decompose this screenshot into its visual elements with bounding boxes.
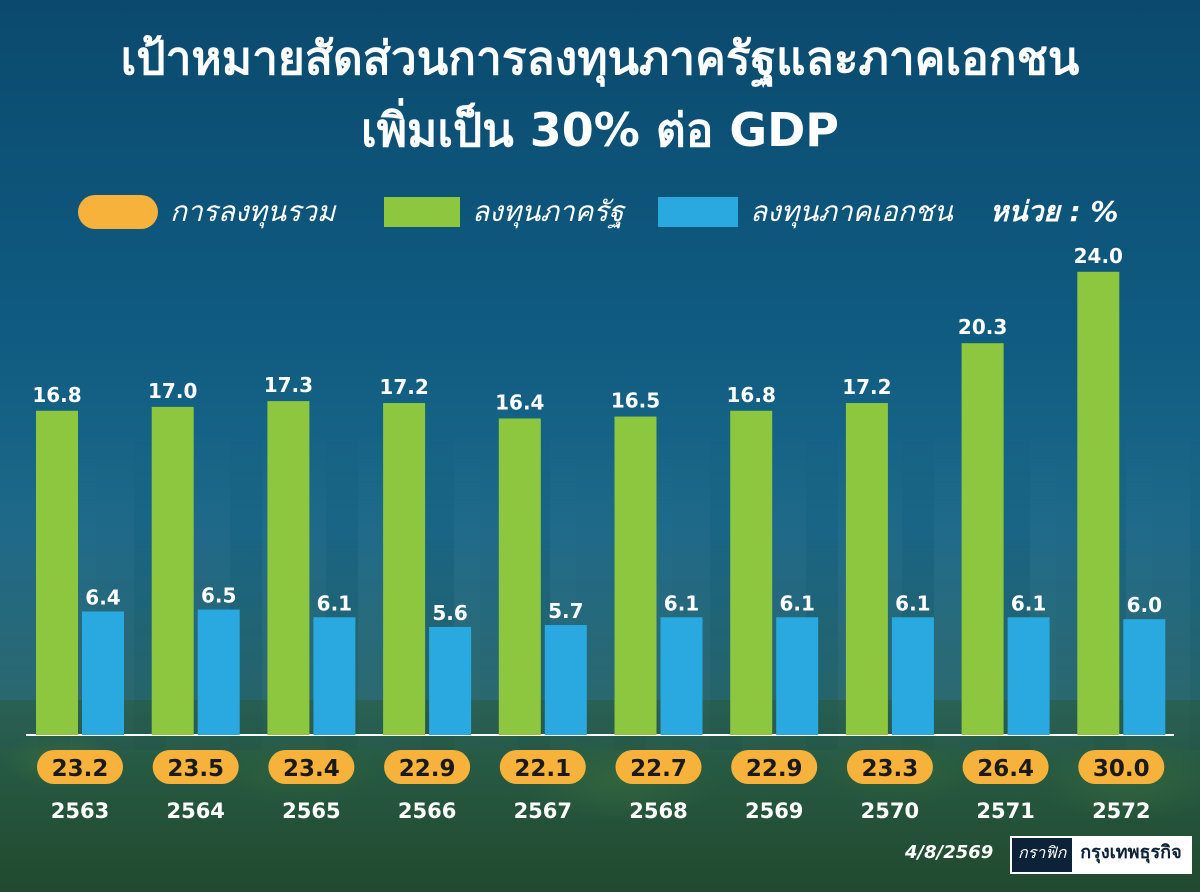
legend-item-private: ลงทุนภาคเอกชน <box>658 192 953 232</box>
x-tick-2563: 2563 <box>51 799 109 823</box>
label-private-2570: 6.1 <box>895 591 930 615</box>
legend-item-total: การลงทุนรวม <box>78 192 335 232</box>
label-private-2565: 6.1 <box>317 591 352 615</box>
x-tick-2567: 2567 <box>514 799 572 823</box>
bar-government-2572 <box>1077 271 1120 735</box>
label-government-2563: 16.8 <box>32 383 81 407</box>
chart-subtitle: เพิ่มเป็น 30% ต่อ GDP <box>360 103 840 157</box>
label-government-2565: 17.3 <box>264 373 313 397</box>
label-private-2564: 6.5 <box>201 584 236 608</box>
label-total-2564: 23.5 <box>167 756 224 782</box>
bar-government-2571 <box>961 343 1004 735</box>
legend-label-total: การลงทุนรวม <box>170 195 336 228</box>
bar-government-2570 <box>845 403 888 735</box>
pill-total-2571 <box>962 750 1049 784</box>
unit-label: หน่วย : % <box>990 195 1119 228</box>
pill-total-2570 <box>846 750 933 784</box>
x-tick-2564: 2564 <box>166 799 224 823</box>
bar-government-2567 <box>498 418 541 735</box>
label-total-2570: 23.3 <box>862 756 919 782</box>
label-government-2572: 24.0 <box>1074 244 1123 268</box>
label-government-2567: 16.4 <box>495 390 544 414</box>
credit-brand: กรุงเทพธุรกิจ <box>1072 838 1190 872</box>
bar-private-2565 <box>313 617 356 735</box>
label-government-2566: 17.2 <box>379 375 428 399</box>
label-total-2565: 23.4 <box>283 756 340 782</box>
bar-government-2568 <box>614 416 657 735</box>
legend-swatch-government <box>384 197 460 227</box>
legend-swatch-total <box>78 195 158 229</box>
label-total-2568: 22.7 <box>630 756 687 782</box>
label-total-2563: 23.2 <box>52 756 109 782</box>
label-government-2568: 16.5 <box>611 389 660 413</box>
x-tick-2569: 2569 <box>745 799 803 823</box>
bar-private-2568 <box>660 617 703 735</box>
pill-total-2566 <box>384 750 471 784</box>
pill-total-2568 <box>615 750 702 784</box>
bar-government-2565 <box>267 401 310 735</box>
label-total-2571: 26.4 <box>977 756 1034 782</box>
legend-item-government: ลงทุนภาครัฐ <box>384 192 624 232</box>
label-total-2566: 22.9 <box>399 756 456 782</box>
label-private-2563: 6.4 <box>85 585 120 609</box>
pill-total-2565 <box>268 750 355 784</box>
legend-swatch-private <box>658 197 738 227</box>
label-total-2572: 30.0 <box>1093 756 1150 782</box>
legend-label-government: ลงทุนภาครัฐ <box>472 195 624 228</box>
credit-label: กราฟิก <box>1012 838 1073 872</box>
label-private-2571: 6.1 <box>1011 591 1046 615</box>
x-tick-2566: 2566 <box>398 799 456 823</box>
label-total-2567: 22.1 <box>514 756 571 782</box>
label-total-2569: 22.9 <box>746 756 803 782</box>
pill-total-2567 <box>499 750 586 784</box>
date-label: 4/8/2569 <box>905 842 994 863</box>
label-government-2569: 16.8 <box>727 383 776 407</box>
bar-private-2563 <box>82 611 124 735</box>
chart-title: เป้าหมายสัดส่วนการลงทุนภาครัฐและภาคเอกชน <box>120 31 1080 85</box>
pill-total-2572 <box>1078 750 1165 784</box>
credit-badge: กราฟิก กรุงเทพธุรกิจ <box>1010 836 1192 874</box>
bar-private-2566 <box>429 626 472 735</box>
pill-total-2563 <box>37 750 123 784</box>
x-tick-2565: 2565 <box>282 799 340 823</box>
label-private-2568: 6.1 <box>664 591 699 615</box>
bar-government-2564 <box>151 406 194 735</box>
bar-private-2571 <box>1007 617 1050 735</box>
bar-government-2563 <box>36 410 78 735</box>
bar-government-2566 <box>383 403 426 735</box>
x-tick-2571: 2571 <box>976 799 1034 823</box>
label-government-2564: 17.0 <box>148 379 197 403</box>
bar-private-2570 <box>891 617 934 735</box>
x-tick-2568: 2568 <box>629 799 687 823</box>
bar-private-2567 <box>544 624 587 735</box>
x-tick-2572: 2572 <box>1092 799 1150 823</box>
label-private-2567: 5.7 <box>548 599 583 623</box>
legend-label-private: ลงทุนภาคเอกชน <box>750 195 953 228</box>
label-government-2570: 17.2 <box>842 375 891 399</box>
label-government-2571: 20.3 <box>958 315 1007 339</box>
label-private-2572: 6.0 <box>1127 593 1162 617</box>
x-tick-2570: 2570 <box>861 799 919 823</box>
bar-private-2572 <box>1123 619 1166 735</box>
bar-government-2569 <box>730 410 773 735</box>
label-private-2569: 6.1 <box>779 591 814 615</box>
pill-total-2564 <box>152 750 239 784</box>
pill-total-2569 <box>731 750 818 784</box>
bar-private-2564 <box>197 609 240 735</box>
label-private-2566: 5.6 <box>432 601 467 625</box>
bar-private-2569 <box>776 617 819 735</box>
